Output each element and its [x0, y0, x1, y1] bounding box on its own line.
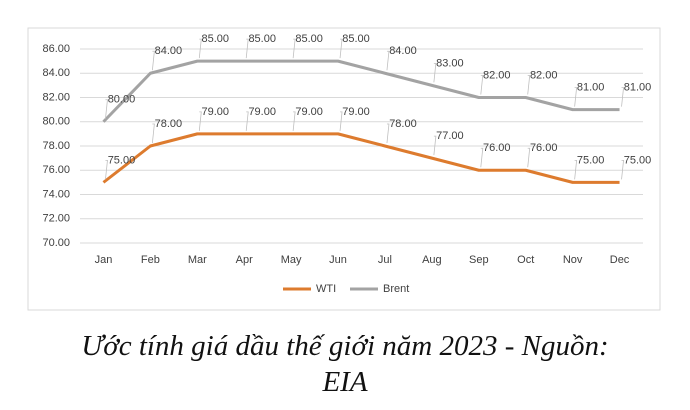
- x-tick-label: Apr: [236, 254, 253, 266]
- data-label: 79.00: [342, 106, 370, 118]
- label-callout: [621, 159, 624, 180]
- data-label: 75.00: [624, 154, 652, 166]
- data-label: 78.00: [155, 118, 183, 130]
- x-tick-label: Sep: [469, 254, 489, 266]
- label-callout: [527, 147, 531, 168]
- x-tick-label: May: [281, 254, 302, 266]
- x-tick-label: Feb: [141, 254, 160, 266]
- data-label: 79.00: [202, 106, 230, 118]
- label-callout: [433, 135, 437, 156]
- y-tick-label: 78.00: [42, 140, 70, 152]
- label-callout: [621, 87, 624, 107]
- data-label: 81.00: [624, 82, 652, 94]
- data-label: 82.00: [483, 69, 511, 81]
- y-tick-label: 84.00: [42, 67, 70, 79]
- data-label: 76.00: [530, 142, 558, 154]
- y-tick-label: 76.00: [42, 164, 70, 176]
- label-callout: [527, 75, 531, 95]
- data-label: 79.00: [295, 106, 323, 118]
- label-callout: [339, 111, 343, 131]
- y-tick-label: 74.00: [42, 188, 70, 200]
- data-label: 76.00: [483, 142, 511, 154]
- label-callout: [151, 123, 155, 144]
- label-callout: [198, 38, 202, 59]
- chart: 70.00 72.00 74.00 76.00 78.00 80.00 82.00 84.00…: [27, 27, 661, 311]
- data-label: 82.00: [530, 69, 558, 81]
- legend-label: WTI: [316, 283, 336, 295]
- label-callout: [105, 99, 108, 119]
- y-tick-label: 82.00: [42, 91, 70, 103]
- data-label: 77.00: [436, 130, 464, 142]
- y-tick-label: 70.00: [42, 237, 70, 249]
- x-tick-label: Mar: [188, 254, 207, 266]
- label-callout: [198, 111, 202, 131]
- data-label: 85.00: [248, 33, 276, 45]
- label-callout: [292, 38, 296, 59]
- legend-label: Brent: [383, 283, 409, 295]
- data-label: 85.00: [202, 33, 230, 45]
- data-label: 85.00: [295, 33, 323, 45]
- label-callout: [292, 111, 296, 131]
- line: [102, 132, 620, 184]
- label-callout: [574, 159, 578, 180]
- line: [102, 59, 620, 123]
- label-callout: [480, 75, 484, 95]
- x-tick-label: Jul: [378, 254, 392, 266]
- label-callout: [151, 50, 155, 71]
- label-callout: [245, 38, 249, 59]
- data-label: 79.00: [248, 106, 276, 118]
- data-label: 84.00: [389, 45, 417, 57]
- data-label: 85.00: [342, 33, 370, 45]
- label-callout: [574, 87, 578, 107]
- data-label: 78.00: [389, 118, 417, 130]
- data-label: 75.00: [108, 154, 136, 166]
- y-tick-label: 72.00: [42, 213, 70, 225]
- chart-frame: [27, 27, 661, 311]
- x-tick-label: Dec: [610, 254, 630, 266]
- x-tick-label: Jun: [329, 254, 347, 266]
- data-label: 83.00: [436, 57, 464, 69]
- x-tick-label: Nov: [563, 254, 583, 266]
- label-callout: [105, 159, 108, 180]
- label-callout: [480, 147, 484, 168]
- data-label: 75.00: [577, 154, 605, 166]
- data-label: 84.00: [155, 45, 183, 57]
- y-tick-label: 86.00: [42, 43, 70, 55]
- label-callout: [433, 62, 437, 83]
- x-tick-label: Aug: [422, 254, 442, 266]
- label-callout: [386, 123, 390, 144]
- caption: Ước tính giá dầu thế giới năm 2023 - Ngu…: [81, 330, 609, 398]
- data-label: 80.00: [108, 94, 136, 106]
- label-callout: [339, 38, 343, 59]
- y-tick-label: 80.00: [42, 116, 70, 128]
- data-label: 81.00: [577, 82, 605, 94]
- x-tick-label: Oct: [517, 254, 534, 266]
- x-tick-label: Jan: [95, 254, 113, 266]
- label-callout: [245, 111, 249, 131]
- label-callout: [386, 50, 390, 71]
